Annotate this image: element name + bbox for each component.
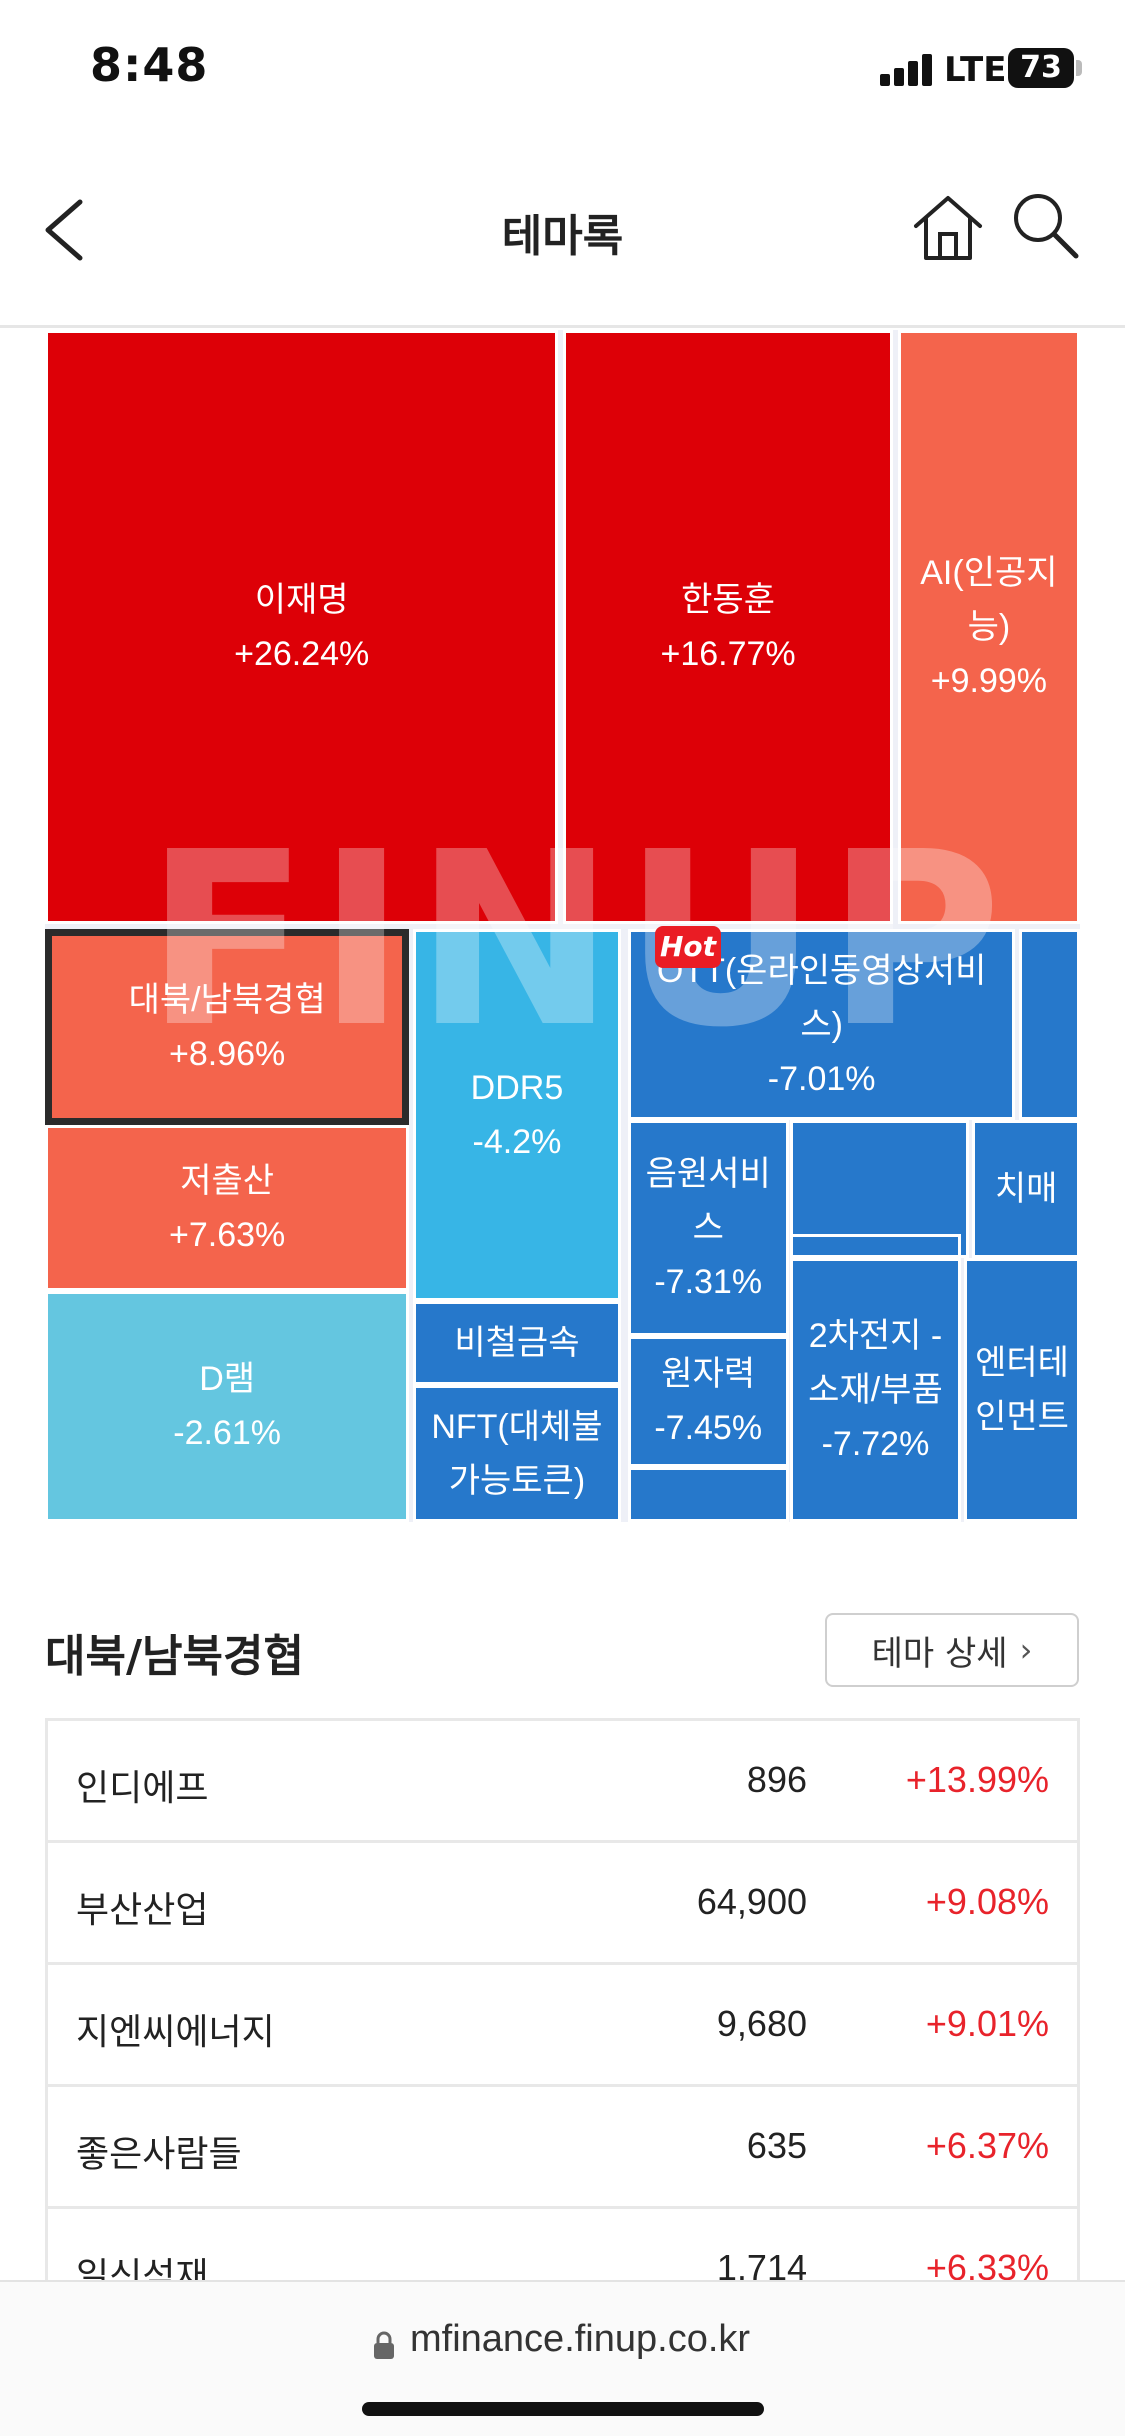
treemap-tile-change: +8.96% (169, 1034, 286, 1073)
stock-row[interactable]: 좋은사람들 635 +6.37% (48, 2087, 1077, 2209)
stock-change: +6.37% (925, 2125, 1049, 2166)
search-button[interactable] (1008, 188, 1084, 264)
treemap-tile[interactable]: D램 -2.61% (45, 1290, 410, 1522)
treemap-tile-name: DDR5 (470, 1068, 564, 1107)
treemap-tile-small[interactable] (1018, 929, 1080, 1120)
treemap-tile[interactable]: OTT(온라인동영상서비스) -7.01% (627, 929, 1016, 1120)
treemap-tile-name: 치매 (994, 1169, 1058, 1208)
treemap-tile-name: D램 (199, 1360, 256, 1399)
search-icon (1014, 194, 1079, 259)
chevron-left-icon (45, 199, 83, 261)
stock-row[interactable]: 지엔씨에너지 9,680 +9.01% (48, 1965, 1077, 2087)
treemap-tile-change: -7.45% (654, 1409, 763, 1448)
stock-price: 896 (746, 1759, 807, 1800)
stock-name: 부산산업 (76, 1889, 209, 1930)
hot-badge: Hot (655, 926, 721, 968)
home-indicator[interactable] (362, 2402, 764, 2416)
treemap-tile[interactable]: 엔터테인먼트 (964, 1258, 1080, 1522)
treemap-tile-change: +7.63% (169, 1215, 286, 1254)
lock-icon (374, 2331, 394, 2359)
chevron-right-icon: › (1019, 1631, 1033, 1669)
treemap-tile[interactable]: 치매 (972, 1119, 1080, 1259)
stock-change: +9.08% (925, 1881, 1049, 1922)
treemap-tile[interactable]: DDR5 -4.2% (412, 929, 622, 1301)
status-bar: 8:48 LTE 73 (0, 0, 1125, 140)
signal-icon (880, 52, 936, 86)
treemap-tile-change: -7.01% (767, 1059, 876, 1098)
stock-price: 9,680 (716, 2003, 807, 2044)
stock-price: 635 (746, 2125, 807, 2166)
treemap-tile-small[interactable] (790, 1233, 961, 1259)
treemap-tile-name: NFT(대체불가능토큰) (431, 1407, 603, 1500)
treemap-tile-name: 엔터테인먼트 (975, 1344, 1069, 1437)
stock-price: 64,900 (696, 1881, 807, 1922)
page-title: 테마록 (501, 211, 624, 262)
treemap-tiles: 이재명 +26.24% 한동훈 +16.77% AI(인공지능) +9.99% 대북/남북경… (45, 330, 1080, 1522)
treemap-tile-change: +9.99% (930, 662, 1048, 701)
battery-tip (1076, 60, 1082, 76)
treemap-tile-name: 이재명 (254, 581, 349, 620)
treemap-tile[interactable] (627, 1466, 789, 1522)
treemap-tile-change: -4.2% (472, 1122, 562, 1161)
stock-name: 인디에프 (76, 1767, 209, 1808)
treemap-tile-name: 저출산 (180, 1161, 275, 1200)
treemap-tile[interactable]: 대북/남북경협 +8.96% (45, 929, 410, 1125)
status-time: 8:48 (90, 38, 209, 92)
section-title: 대북/남북경협 (45, 1631, 304, 1682)
treemap-tile[interactable]: 음원서비스 -7.31% (627, 1119, 789, 1337)
treemap-tile[interactable]: 비철금속 (412, 1300, 622, 1386)
treemap-tile[interactable]: 원자력 -7.45% (627, 1336, 789, 1467)
treemap-tile[interactable]: 한동훈 +16.77% (563, 330, 893, 925)
treemap-tile-name: 비철금속 (454, 1323, 580, 1362)
battery-icon: 73 (1008, 48, 1074, 88)
treemap-tile-name: 한동훈 (681, 581, 775, 620)
browser-url-bar[interactable]: mfinance.finup.co.kr (0, 2280, 1125, 2436)
stock-name: 좋은사람들 (76, 2133, 242, 2174)
treemap-tile[interactable]: 이재명 +26.24% (45, 330, 559, 925)
home-icon (914, 196, 982, 260)
stock-name: 지엔씨에너지 (76, 2011, 275, 2052)
treemap-tile[interactable]: NFT(대체불가능토큰) (412, 1385, 622, 1522)
treemap-tile-name: 2차전지 -소재/부품 (808, 1317, 943, 1410)
treemap-tile-change: -7.31% (654, 1263, 763, 1302)
treemap-tile-name: AI(인공지능) (920, 554, 1058, 647)
theme-detail-label: 테마 상세 (871, 1633, 1008, 1674)
theme-detail-button[interactable]: 테마 상세 › (825, 1613, 1079, 1687)
treemap-tile-change: -2.61% (173, 1414, 282, 1453)
stock-row[interactable]: 인디에프 896 +13.99% (48, 1721, 1077, 1843)
treemap-tile-name: 원자력 (661, 1355, 756, 1394)
treemap-tile-change: +26.24% (234, 635, 370, 674)
treemap-tile-change: +16.77% (660, 635, 796, 674)
theme-treemap: 이재명 +26.24% 한동훈 +16.77% AI(인공지능) +9.99% 대북/남북경… (45, 330, 1080, 1522)
treemap-tile[interactable]: AI(인공지능) +9.99% (897, 330, 1080, 925)
treemap-tile[interactable]: 2차전지 -소재/부품 -7.72% (790, 1258, 961, 1522)
treemap-tile-name: OTT(온라인동영상서비스) (656, 951, 987, 1044)
treemap-tile[interactable]: 저출산 +7.63% (45, 1124, 410, 1291)
treemap-tile-name: 대북/남북경협 (128, 980, 326, 1019)
network-type: LTE (944, 50, 1007, 90)
stock-change: +13.99% (905, 1759, 1049, 1800)
stock-table: 인디에프 896 +13.99% 부산산업 64,900 +9.08% 지엔씨에… (45, 1718, 1080, 2331)
url-text: mfinance.finup.co.kr (410, 2318, 751, 2360)
treemap-tile-change: -7.72% (821, 1425, 930, 1464)
stock-row[interactable]: 부산산업 64,900 +9.08% (48, 1843, 1077, 1965)
stock-change: +9.01% (925, 2003, 1049, 2044)
treemap-tile-name: 음원서비스 (645, 1155, 771, 1248)
nav-header: 테마록 (0, 140, 1125, 328)
home-button[interactable] (910, 190, 986, 266)
back-button[interactable] (36, 190, 96, 270)
